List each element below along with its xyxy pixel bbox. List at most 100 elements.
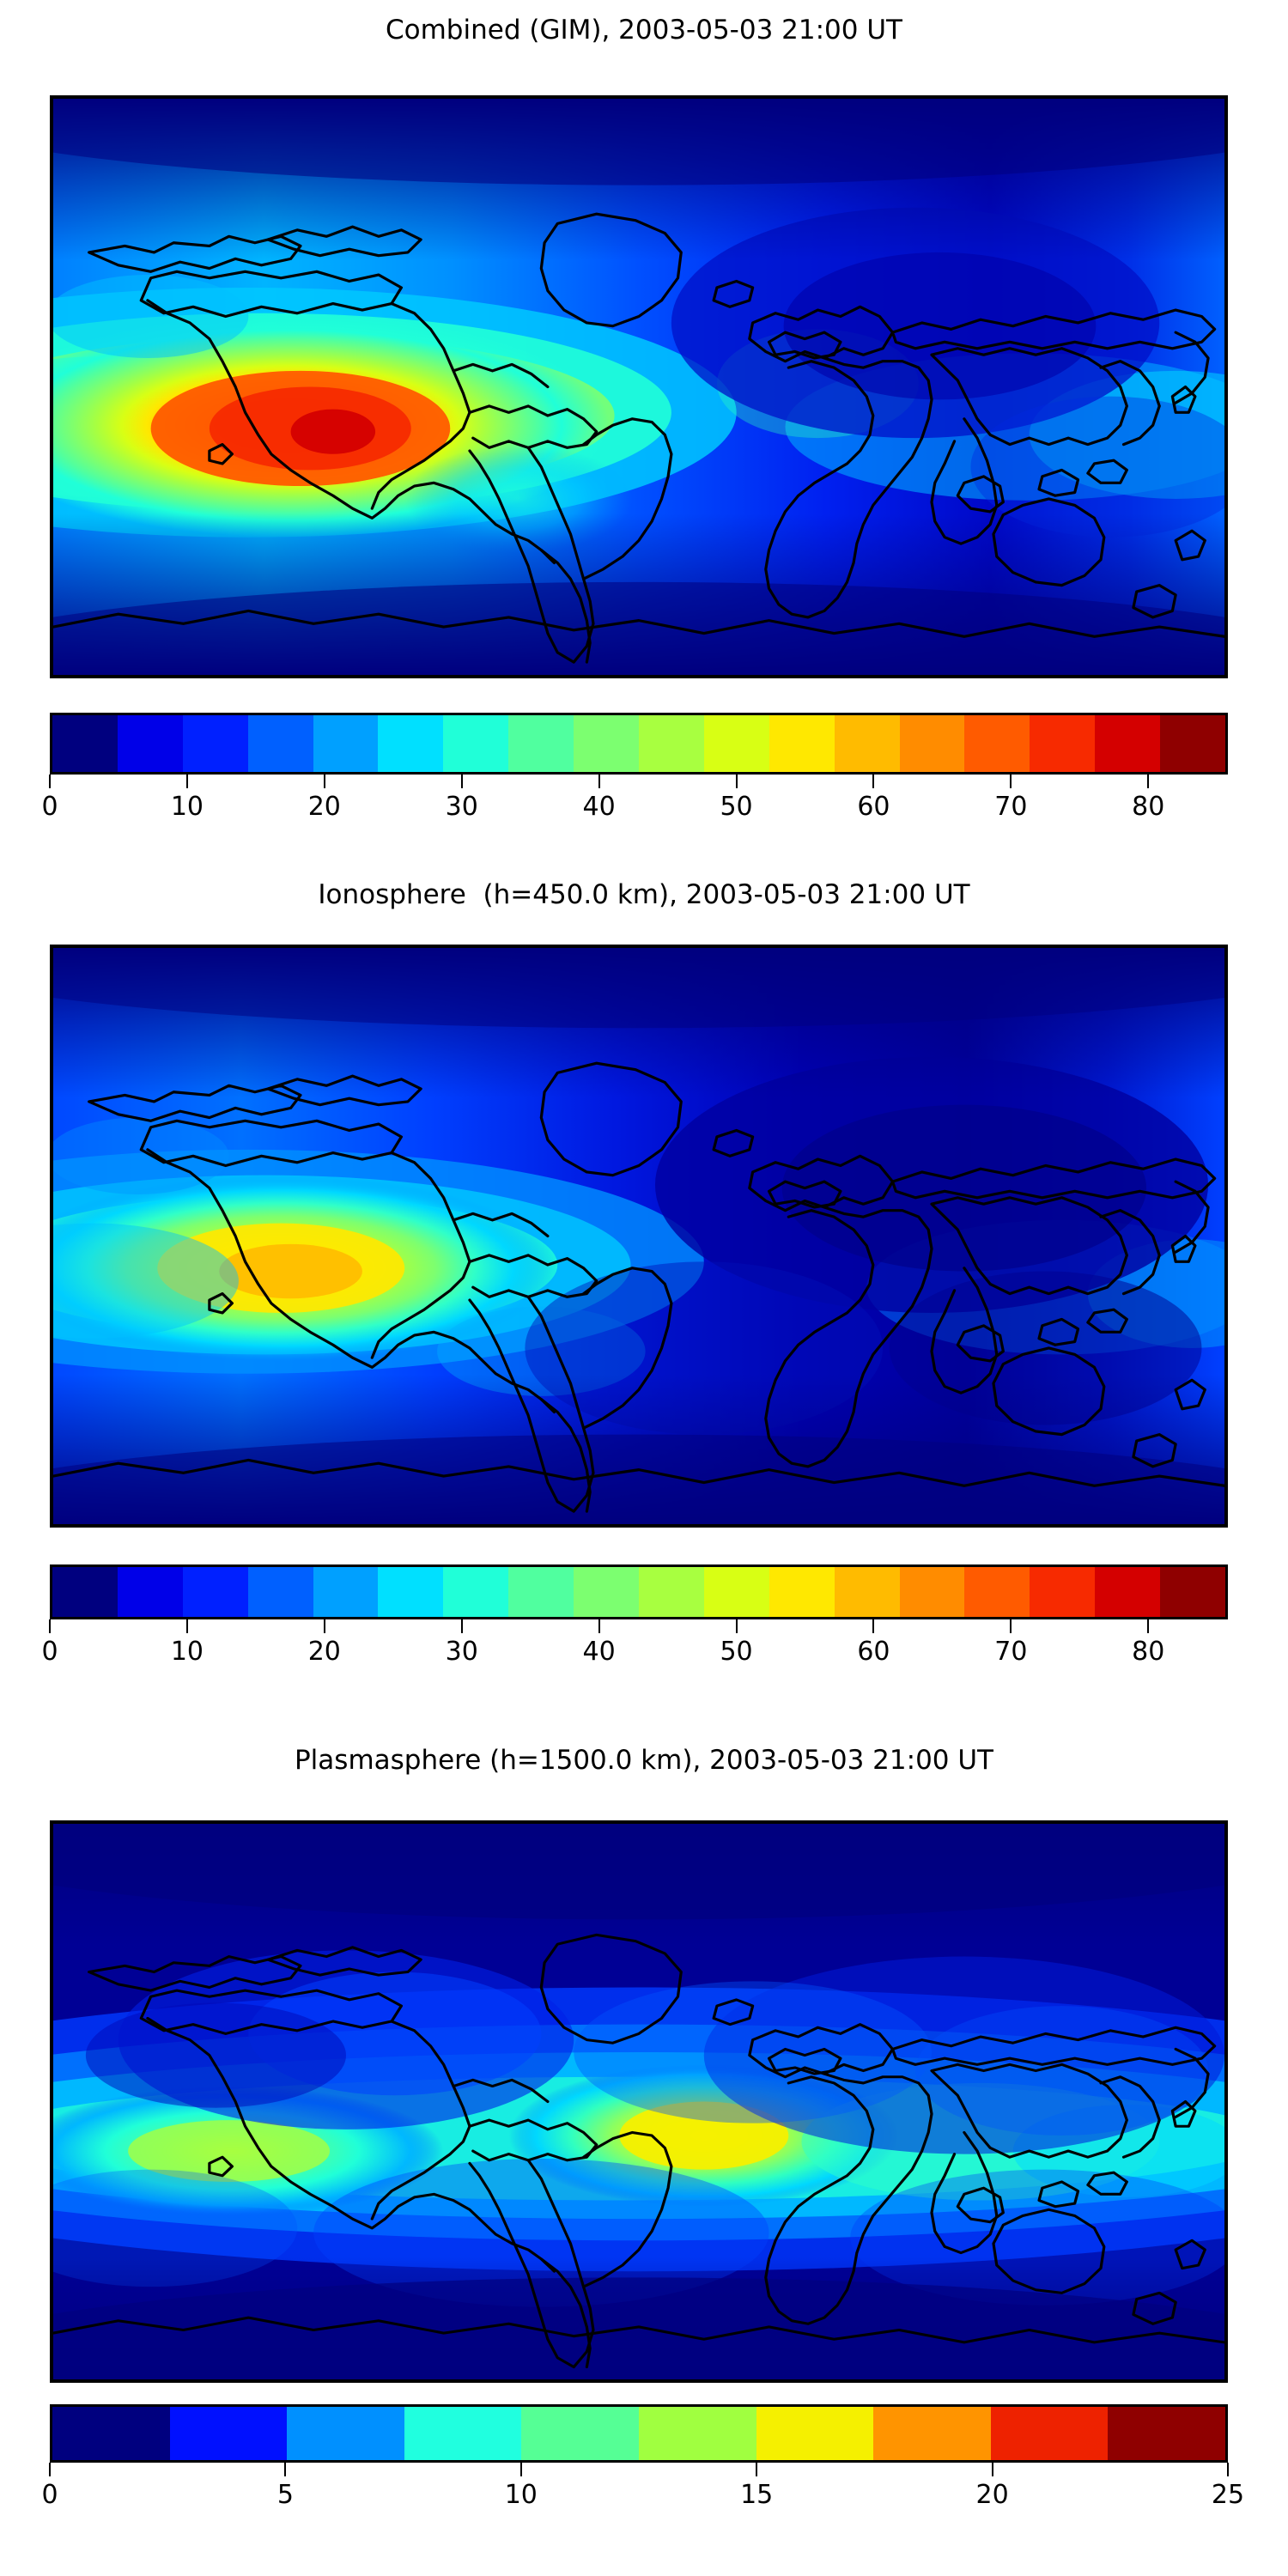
coastlines-ionosphere xyxy=(53,1061,1224,1513)
colorbar-tick xyxy=(519,2463,522,2476)
colorbar-tick xyxy=(1227,2463,1229,2476)
colorbar-band-17 xyxy=(1160,1567,1226,1617)
colorbar-band-11 xyxy=(769,715,835,772)
colorbar-tick-label: 0 xyxy=(41,2480,58,2510)
colorbar-tick-label: 40 xyxy=(582,1637,616,1667)
colorbar-band-3 xyxy=(247,715,313,772)
colorbar-gradient-plasmasphere xyxy=(50,2404,1228,2463)
colorbar-tick xyxy=(323,1619,325,1633)
colorbar-band-0 xyxy=(52,715,118,772)
colorbar-band-2 xyxy=(182,715,248,772)
colorbar-band-14 xyxy=(964,715,1030,772)
colorbar-tick-label: 20 xyxy=(975,2480,1009,2510)
colorbar-tick-label: 10 xyxy=(170,1637,204,1667)
colorbar-band-5 xyxy=(378,1567,444,1617)
colorbar-band-9 xyxy=(1108,2407,1225,2460)
colorbar-tick xyxy=(284,2463,287,2476)
colorbar-band-15 xyxy=(1030,715,1096,772)
colorbar-band-9 xyxy=(639,1567,704,1617)
colorbar-band-0 xyxy=(52,1567,118,1617)
colorbar-tick xyxy=(49,1619,51,1633)
colorbar-band-8 xyxy=(990,2407,1109,2460)
colorbar-tick xyxy=(735,775,738,788)
panel-title-combined: Combined (GIM), 2003-05-03 21:00 UT xyxy=(386,15,902,46)
map-ionosphere xyxy=(50,945,1228,1528)
colorbar-tick xyxy=(49,2463,51,2476)
colorbar-tick-label: 80 xyxy=(1132,1637,1165,1667)
colorbar-band-15 xyxy=(1030,1567,1096,1617)
colorbar-tick xyxy=(756,2463,758,2476)
colorbar-tick xyxy=(735,1619,738,1633)
colorbar-band-2 xyxy=(287,2407,404,2460)
colorbar-band-5 xyxy=(638,2407,756,2460)
tec-field-ionosphere xyxy=(53,948,1224,1524)
colorbar-tick-label: 10 xyxy=(170,792,204,822)
colorbar-band-13 xyxy=(899,1567,965,1617)
colorbar-tick-label: 80 xyxy=(1132,792,1165,822)
colorbar-plasmasphere: 0 5 10 15 20 25 xyxy=(41,2404,1244,2510)
colorbar-tick xyxy=(49,775,51,788)
colorbar-tick-label: 0 xyxy=(41,792,58,822)
colorbar-band-5 xyxy=(378,715,444,772)
colorbar-tick-label: 15 xyxy=(740,2480,774,2510)
colorbar-tick-label: 20 xyxy=(307,792,341,822)
colorbar-tick xyxy=(872,775,875,788)
colorbar-ticks-ionosphere xyxy=(49,1619,1228,1633)
colorbar-band-10 xyxy=(703,1567,769,1617)
colorbar-tick-label: 70 xyxy=(994,1637,1028,1667)
panel-ionosphere: Ionosphere (h=450.0 km), 2003-05-03 21:0… xyxy=(0,859,1288,1726)
colorbar-band-1 xyxy=(117,715,183,772)
map-plasmasphere xyxy=(50,1820,1228,2383)
colorbar-band-4 xyxy=(521,2407,639,2460)
colorbar-tick xyxy=(598,1619,600,1633)
colorbar-tick xyxy=(1010,1619,1012,1633)
colorbar-tick xyxy=(1010,775,1012,788)
colorbar-band-1 xyxy=(117,1567,183,1617)
colorbar-tick xyxy=(872,1619,875,1633)
colorbar-band-9 xyxy=(639,715,704,772)
colorbar-tick-label: 10 xyxy=(504,2480,538,2510)
colorbar-tick xyxy=(991,2463,993,2476)
coastlines-combined xyxy=(53,212,1224,664)
colorbar-band-7 xyxy=(508,715,574,772)
colorbar-combined: 0 10 20 30 40 50 60 70 80 xyxy=(41,713,1228,822)
colorbar-band-16 xyxy=(1095,715,1161,772)
colorbar-band-7 xyxy=(508,1567,574,1617)
colorbar-band-3 xyxy=(404,2407,522,2460)
colorbar-tick xyxy=(185,775,188,788)
colorbar-gradient-combined xyxy=(50,713,1228,775)
colorbar-band-2 xyxy=(182,1567,248,1617)
colorbar-tick xyxy=(598,775,600,788)
colorbar-tick-label: 60 xyxy=(857,792,890,822)
colorbar-tick-label: 70 xyxy=(994,792,1028,822)
colorbar-band-4 xyxy=(313,1567,379,1617)
tec-field-combined xyxy=(53,99,1224,675)
colorbar-band-11 xyxy=(769,1567,835,1617)
colorbar-tick xyxy=(460,775,463,788)
colorbar-tick-label: 30 xyxy=(445,1637,478,1667)
colorbar-tick xyxy=(323,775,325,788)
colorbar-tick-label: 60 xyxy=(857,1637,890,1667)
colorbar-ticks-combined xyxy=(49,775,1228,788)
colorbar-band-12 xyxy=(834,715,900,772)
colorbar-tick-label: 30 xyxy=(445,792,478,822)
coastlines-plasmasphere xyxy=(53,1933,1224,2369)
tec-field-plasmasphere xyxy=(53,1824,1224,2379)
colorbar-band-12 xyxy=(834,1567,900,1617)
colorbar-tick xyxy=(1147,1619,1150,1633)
colorbar-gradient-ionosphere xyxy=(50,1564,1228,1619)
colorbar-band-4 xyxy=(313,715,379,772)
colorbar-tick-label: 5 xyxy=(276,2480,294,2510)
colorbar-ticks-plasmasphere xyxy=(49,2463,1229,2476)
colorbar-band-14 xyxy=(964,1567,1030,1617)
colorbar-band-13 xyxy=(899,715,965,772)
map-canvas-plasmasphere xyxy=(53,1824,1224,2379)
colorbar-band-6 xyxy=(443,1567,509,1617)
panel-title-plasmasphere: Plasmasphere (h=1500.0 km), 2003-05-03 2… xyxy=(294,1745,993,1776)
colorbar-band-3 xyxy=(247,1567,313,1617)
colorbar-band-17 xyxy=(1160,715,1226,772)
colorbar-tick-label: 0 xyxy=(41,1637,58,1667)
colorbar-tick-label: 50 xyxy=(720,1637,753,1667)
colorbar-tick xyxy=(460,1619,463,1633)
